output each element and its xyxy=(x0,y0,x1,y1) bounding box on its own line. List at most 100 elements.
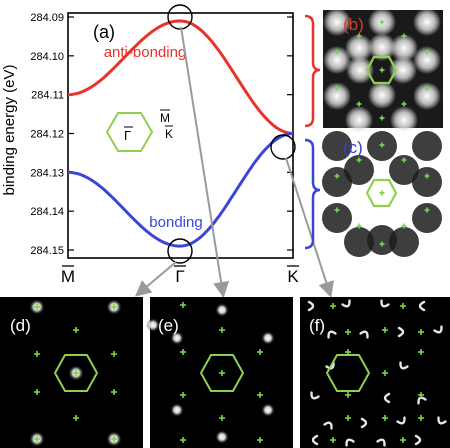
panel-e-content xyxy=(146,302,275,444)
y-tick-label: 284.12 xyxy=(30,129,64,141)
intensity-blob xyxy=(413,46,441,74)
y-tick-label: 284.09 xyxy=(30,12,64,24)
intensity-blob xyxy=(323,46,351,74)
highlight-circle-top xyxy=(167,4,193,30)
intensity-cell xyxy=(389,227,419,257)
diffraction-spot xyxy=(170,331,184,345)
crescent-feature xyxy=(437,416,447,425)
panel-c-markers xyxy=(334,142,430,247)
connector-arrows xyxy=(134,26,334,298)
highlight-circle-k xyxy=(270,134,296,160)
intensity-blob xyxy=(345,34,373,62)
y-tick-label: 284.13 xyxy=(30,167,64,179)
diffraction-spot xyxy=(146,318,160,332)
panel-c-label: (c) xyxy=(343,138,363,157)
inset-gamma-label: Γ xyxy=(124,128,131,143)
y-tick-label: 284.15 xyxy=(30,245,64,257)
series-layer: anti-bonding bonding xyxy=(67,19,294,248)
intensity-blob xyxy=(390,106,418,134)
panel-e-hexagon xyxy=(199,354,245,392)
crescent-feature xyxy=(307,300,315,312)
arrow-to-d xyxy=(134,261,177,297)
panel-d-hexagon xyxy=(53,354,99,392)
intensity-blob xyxy=(413,82,441,110)
intensity-blob xyxy=(345,106,373,134)
plot-frame xyxy=(67,12,294,259)
intensity-cell xyxy=(389,155,419,185)
diffraction-spot xyxy=(261,331,275,345)
diffraction-spot xyxy=(215,303,229,317)
crescent-feature xyxy=(327,330,337,339)
diffraction-spot xyxy=(170,403,184,417)
intensity-cell xyxy=(322,167,352,197)
intensity-blob xyxy=(389,56,417,84)
y-tick-label: 284.11 xyxy=(31,90,64,102)
arrow-to-e xyxy=(180,26,230,298)
y-tick-label: 284.10 xyxy=(30,51,64,63)
panel-b-hexagon xyxy=(365,55,398,85)
y-tick-label: 284.14 xyxy=(30,206,64,218)
crescent-feature xyxy=(418,300,426,312)
panel-f-content xyxy=(307,299,447,447)
intensity-cell xyxy=(412,203,442,233)
panel-b-label: (b) xyxy=(343,15,364,34)
band-plot: binding energy (eV) 284.09 284.10 284.11 28… xyxy=(1,4,299,286)
intensity-cell xyxy=(322,203,352,233)
crescent-feature xyxy=(310,391,320,400)
intensity-blob xyxy=(368,33,396,61)
blue-brace xyxy=(304,138,321,250)
panel-f-hexagon xyxy=(325,354,371,392)
crescent-feature xyxy=(341,299,351,308)
panel-d-label: (d) xyxy=(10,316,31,335)
intensity-blob xyxy=(390,34,418,62)
series-line-anti-bonding xyxy=(67,19,294,135)
highlight-circle-bottom xyxy=(167,238,193,264)
intensity-cell xyxy=(412,131,442,161)
inset-k-label: K xyxy=(165,127,173,141)
intensity-blob xyxy=(323,8,351,36)
crescent-feature xyxy=(376,438,386,447)
brillouin-zone-inset: Γ M K xyxy=(105,109,173,152)
panel-f: (f) xyxy=(300,297,450,448)
panel-d: (d) xyxy=(0,297,143,448)
red-brace xyxy=(304,14,321,128)
series-line-bonding xyxy=(67,132,294,248)
crescent-feature xyxy=(345,438,355,447)
panel-c: (c) xyxy=(322,131,443,257)
intensity-blob xyxy=(323,82,351,110)
panel-b: (b) xyxy=(323,8,443,134)
panel-b-blobs xyxy=(323,8,441,134)
intensity-cell xyxy=(367,225,397,255)
panel-c-blobs xyxy=(322,131,442,257)
arrow-to-f xyxy=(285,157,334,298)
crescent-feature xyxy=(325,361,335,370)
crescent-feature xyxy=(380,299,390,308)
panel-e-label: (e) xyxy=(158,316,179,335)
panel-d-content xyxy=(29,299,122,447)
crescent-feature xyxy=(323,421,333,430)
crescent-feature xyxy=(433,325,443,334)
diffraction-spot xyxy=(261,403,275,417)
x-tick-label: K xyxy=(287,267,299,286)
crescent-feature xyxy=(383,392,391,404)
crescent-feature xyxy=(396,416,406,425)
x-tick-label: Γ xyxy=(175,267,184,286)
crescent-feature xyxy=(359,330,369,339)
y-axis-label: binding energy (eV) xyxy=(1,65,18,196)
braces xyxy=(304,14,321,250)
crescent-feature xyxy=(311,434,319,446)
series-label-bonding: bonding xyxy=(149,214,202,231)
inset-m-label: M xyxy=(160,111,170,125)
x-tick-label: M xyxy=(61,267,75,286)
crescent-feature xyxy=(397,326,405,338)
intensity-cell xyxy=(322,131,352,161)
crescent-feature xyxy=(414,434,422,446)
diffraction-spot xyxy=(215,430,229,444)
panel-c-hexagon xyxy=(365,178,398,208)
crescent-feature xyxy=(360,417,368,429)
panel-a-label: (a) xyxy=(93,22,115,42)
panel-e: (e) xyxy=(146,297,293,448)
intensity-cell xyxy=(344,155,374,185)
